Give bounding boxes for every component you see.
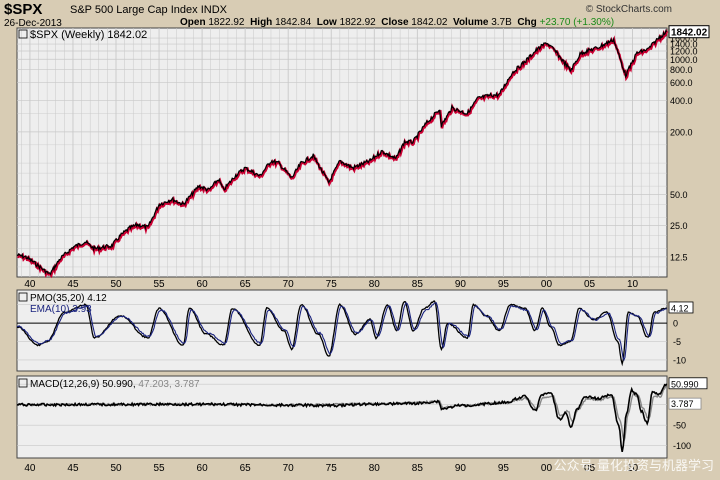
price-y-tick: 1000.0 — [670, 55, 698, 65]
pmo-ema-series — [16, 301, 667, 362]
ohlc-summary: Open 1822.92 High 1842.84 Low 1822.92 Cl… — [180, 17, 614, 28]
price-x-tick: 65 — [240, 279, 252, 290]
price-y-tick: 800.0 — [670, 65, 693, 75]
macd-x-tick: 50 — [110, 463, 122, 474]
pmo-last-box — [668, 301, 694, 314]
macd-x-tick: 70 — [283, 463, 295, 474]
price-x-tick: 70 — [283, 279, 295, 290]
macd-x-tick: 55 — [153, 463, 165, 474]
macd-last-label: 50.990 — [671, 379, 699, 389]
price-legend-box — [18, 29, 28, 39]
price-x-tick: 90 — [455, 279, 467, 290]
price-x-tick: 05 — [584, 279, 596, 290]
macd-legend-main: MACD(12,26,9) 50.990, — [30, 379, 138, 390]
price-x-tick: 55 — [153, 279, 165, 290]
price-x-tick: 95 — [498, 279, 510, 290]
macd-y-tick: -100 — [673, 441, 691, 451]
macd-x-tick: 60 — [197, 463, 209, 474]
price-y-tick: 600.0 — [670, 78, 693, 88]
price-x-tick: 40 — [24, 279, 36, 290]
ticker-symbol: $SPX — [4, 1, 43, 18]
pmo-legend: PMO(35,20) 4.12 — [30, 293, 107, 304]
price-x-tick: 80 — [369, 279, 381, 290]
price-x-tick: 75 — [326, 279, 338, 290]
close-label: Close — [381, 17, 409, 28]
price-y-tick: 1200.0 — [670, 47, 698, 57]
price-series — [16, 29, 668, 276]
macd-panel — [16, 375, 668, 459]
macd-series — [16, 383, 668, 453]
macd-hist-box — [668, 397, 702, 410]
price-series-down — [17, 28, 669, 279]
index-name: S&P 500 Large Cap Index INDX — [70, 4, 227, 16]
pmo-panel — [16, 289, 668, 372]
price-x-tick: 50 — [110, 279, 122, 290]
volume-value: 3.7B — [491, 17, 512, 28]
open-value: 1822.92 — [208, 17, 245, 28]
price-y-tick: 12.5 — [670, 252, 688, 262]
price-x-tick: 45 — [67, 279, 79, 290]
macd-x-tick: 40 — [24, 463, 36, 474]
macd-x-tick: 95 — [498, 463, 510, 474]
price-y-tick: 50.0 — [670, 190, 688, 200]
pmo-legend-box — [18, 292, 28, 302]
macd-x-tick: 45 — [67, 463, 79, 474]
macd-x-tick: 10 — [627, 463, 639, 474]
pmo-y-tick: -10 — [673, 355, 686, 365]
pmo-y-tick: -5 — [673, 337, 681, 347]
high-value: 1842.84 — [275, 17, 312, 28]
macd-x-tick: 80 — [369, 463, 381, 474]
open-label: Open — [180, 17, 206, 28]
price-x-tick: 10 — [627, 279, 639, 290]
price-last-box — [668, 25, 710, 39]
price-x-tick: 60 — [197, 279, 209, 290]
macd-last-box — [668, 377, 708, 390]
price-x-tick: 00 — [541, 279, 553, 290]
price-y-tick: 1400.0 — [670, 40, 698, 50]
exchange-code: INDX — [200, 4, 227, 16]
index-full-name: S&P 500 Large Cap Index — [70, 4, 198, 16]
high-label: High — [250, 17, 273, 28]
chg-label: Chg — [517, 17, 537, 28]
price-panel — [16, 27, 668, 278]
price-y-tick: 1600.0 — [670, 34, 698, 44]
brand-label: © StockCharts.com — [585, 4, 672, 15]
macd-legend-hist: 3.787 — [175, 379, 200, 390]
macd-x-tick: 75 — [326, 463, 338, 474]
pmo-y-tick: 0 — [673, 319, 678, 329]
macd-x-tick: 85 — [412, 463, 424, 474]
price-x-tick: 85 — [412, 279, 424, 290]
macd-x-tick: 90 — [455, 463, 467, 474]
macd-x-tick: 05 — [584, 463, 596, 474]
macd-y-tick: -50 — [673, 421, 686, 431]
chg-value: +23.70 (+1.30%) — [539, 17, 615, 28]
macd-hist-label: 3.787 — [671, 399, 694, 409]
pmo-last-label: 4.12 — [671, 303, 689, 313]
price-legend: $SPX (Weekly) 1842.02 — [30, 29, 147, 41]
price-last-label: 1842.02 — [671, 28, 708, 39]
macd-legend-signal: 47.203, — [138, 379, 174, 390]
close-value: 1842.02 — [411, 17, 448, 28]
quote-date: 26-Dec-2013 — [4, 18, 62, 29]
watermark-text: 公众号·量化投资与机器学习 — [553, 458, 714, 473]
macd-x-tick: 00 — [541, 463, 553, 474]
price-y-tick: 400.0 — [670, 96, 693, 106]
macd-x-tick: 65 — [240, 463, 252, 474]
volume-label: Volume — [453, 17, 489, 28]
price-y-tick: 25.0 — [670, 221, 688, 231]
macd-legend-box — [18, 378, 28, 388]
low-value: 1822.92 — [339, 17, 376, 28]
price-y-tick: 200.0 — [670, 127, 693, 137]
ema-legend: EMA(10) 3.93 — [30, 304, 92, 315]
macd-legend: MACD(12,26,9) 50.990, 47.203, 3.787 — [30, 379, 200, 390]
low-label: Low — [316, 17, 337, 28]
